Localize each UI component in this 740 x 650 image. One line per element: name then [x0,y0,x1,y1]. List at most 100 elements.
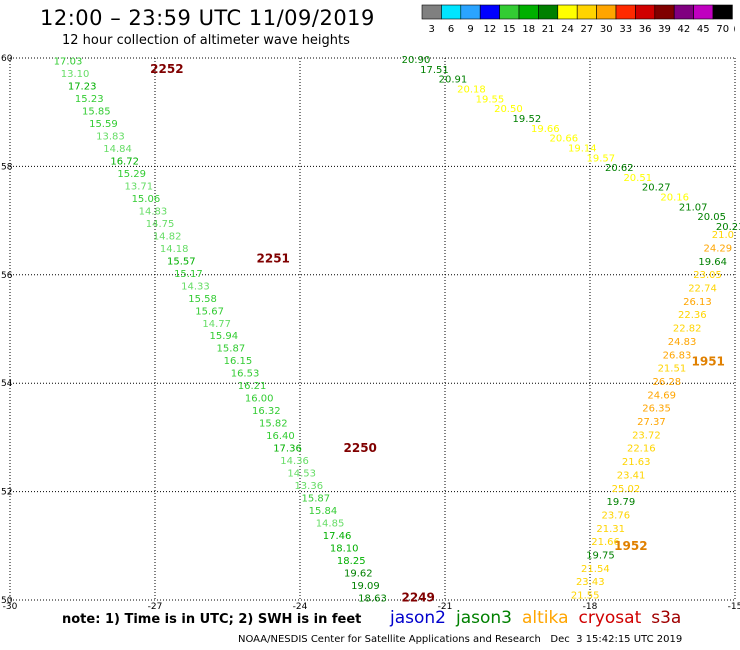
wave-height-label: 24.29 [703,243,732,254]
wave-height-label: 14.36 [280,456,309,467]
wave-height-label: 26.35 [642,404,671,415]
wave-height-label: 19.14 [568,143,597,154]
wave-height-label: 15.87 [217,344,246,355]
map-subtitle: 12 hour collection of altimeter wave hei… [62,33,350,48]
wave-height-label: 16.21 [238,381,267,392]
satellite-s3a: s3a [651,608,682,628]
wave-height-label: 13.10 [61,69,90,80]
wave-height-label: 15.23 [75,94,104,105]
lon-tick-label: -15 [728,602,740,612]
legend-label: 21 [542,24,555,35]
wave-height-label: 21.66 [591,537,620,548]
wave-height-label: 20.18 [457,85,486,96]
lat-tick-label: 52 [1,488,12,498]
wave-height-label: 20.23 [716,222,740,233]
lon-tick-label: -24 [293,602,308,612]
wave-height-label: 19.09 [351,581,380,592]
wave-height-label: 22.36 [678,310,707,321]
wave-height-label: 15.84 [309,506,338,517]
wave-height-label: 18.63 [358,593,387,604]
wave-height-label: 15.87 [302,493,331,504]
wave-height-label: 17.51 [420,65,449,76]
time-label: 2249 [402,590,435,604]
wave-height-label: 21.31 [596,524,625,535]
legend-label: 30 [600,24,613,35]
wave-height-label: 14.77 [202,319,231,330]
time-label: 2252 [150,62,183,76]
wave-height-label: 16.00 [245,394,274,405]
map-note: note: 1) Time is in UTC; 2) SWH is in fe… [62,612,362,627]
wave-height-label: 26.28 [652,377,681,388]
wave-height-label: 22.82 [673,324,702,335]
wave-height-label: 20.05 [697,212,726,223]
wave-height-label: 15.67 [195,306,224,317]
wave-height-label: 20.90 [402,55,431,66]
wave-height-label: 22.74 [688,284,717,295]
wave-height-label: 26.83 [663,350,692,361]
wave-height-label: 24.69 [647,390,676,401]
legend-label: 12 [484,24,497,35]
wave-height-label: 21.51 [658,364,687,375]
wave-height-label: 16.40 [266,431,295,442]
wave-height-label: 13.71 [124,181,153,192]
wave-height-label: 19.66 [531,124,560,135]
lat-tick-label: 60 [1,54,13,64]
legend-label: 18 [522,24,535,35]
satellite-jason2: jason2 [390,608,446,628]
legend-swatch [712,4,733,20]
lat-tick-label: 58 [1,162,13,172]
wave-height-label: 20.16 [660,193,689,204]
wave-height-label: 21.54 [581,564,610,575]
footer-credit: NOAA/NESDIS Center for Satellite Applica… [238,634,683,645]
wave-height-label: 27.37 [637,417,666,428]
wave-height-label: 23.76 [601,510,630,521]
wave-height-label: 25.02 [612,484,641,495]
wave-height-label: 20.51 [623,173,652,184]
wave-height-label: 15.94 [209,331,238,342]
wave-height-label: 19.79 [607,497,636,508]
lat-tick-label: 56 [1,271,13,281]
wave-height-label: 13.83 [96,132,125,143]
wave-height-label: 17.46 [323,531,352,542]
wave-height-label: 15.85 [82,107,111,118]
wave-height-label: 23.43 [576,577,605,588]
wave-height-label: 21.07 [679,202,708,213]
wave-height-label: 20.91 [439,75,468,86]
satellite-jason3: jason3 [456,608,512,628]
lon-tick-label: -30 [3,602,18,612]
wave-height-label: 17.03 [54,57,83,68]
wave-height-label: 23.72 [632,430,661,441]
wave-height-label: 20.50 [494,104,523,115]
legend-label: 42 [678,24,691,35]
wave-height-label: 20.62 [605,163,634,174]
legend-label: 24 [561,24,574,35]
wave-height-label: 17.36 [273,444,302,455]
legend-label: 39 [658,24,671,35]
legend-label: 27 [581,24,594,35]
wave-height-label: 21.63 [622,457,651,468]
wave-height-label: 22.16 [627,444,656,455]
wave-height-label: 19.64 [698,257,727,268]
satellite-altika: altika [522,608,569,628]
lon-tick-label: -27 [148,602,163,612]
wave-height-label: 16.15 [224,356,253,367]
legend-unit: (ft) [733,24,735,35]
wave-height-label: 15.82 [259,419,288,430]
legend-label: 3 [429,24,435,35]
wave-height-label: 24.83 [668,337,697,348]
wave-height-label: 15.17 [174,269,203,280]
satellite-cryosat: cryosat [578,608,642,628]
wave-height-label: 14.83 [139,206,168,217]
wave-height-label: 16.53 [231,369,260,380]
legend-label: 45 [697,24,710,35]
wave-height-label: 19.75 [586,551,615,562]
wave-height-label: 15.58 [188,294,217,305]
wave-height-label: 15.06 [132,194,161,205]
wave-height-label: 21.0 [712,230,734,241]
wave-height-label: 14.53 [287,469,316,480]
wave-height-label: 13.36 [294,481,323,492]
lon-tick-label: -21 [438,602,453,612]
wave-height-label: 21.55 [571,591,600,602]
wave-height-label: 18.10 [330,543,359,554]
